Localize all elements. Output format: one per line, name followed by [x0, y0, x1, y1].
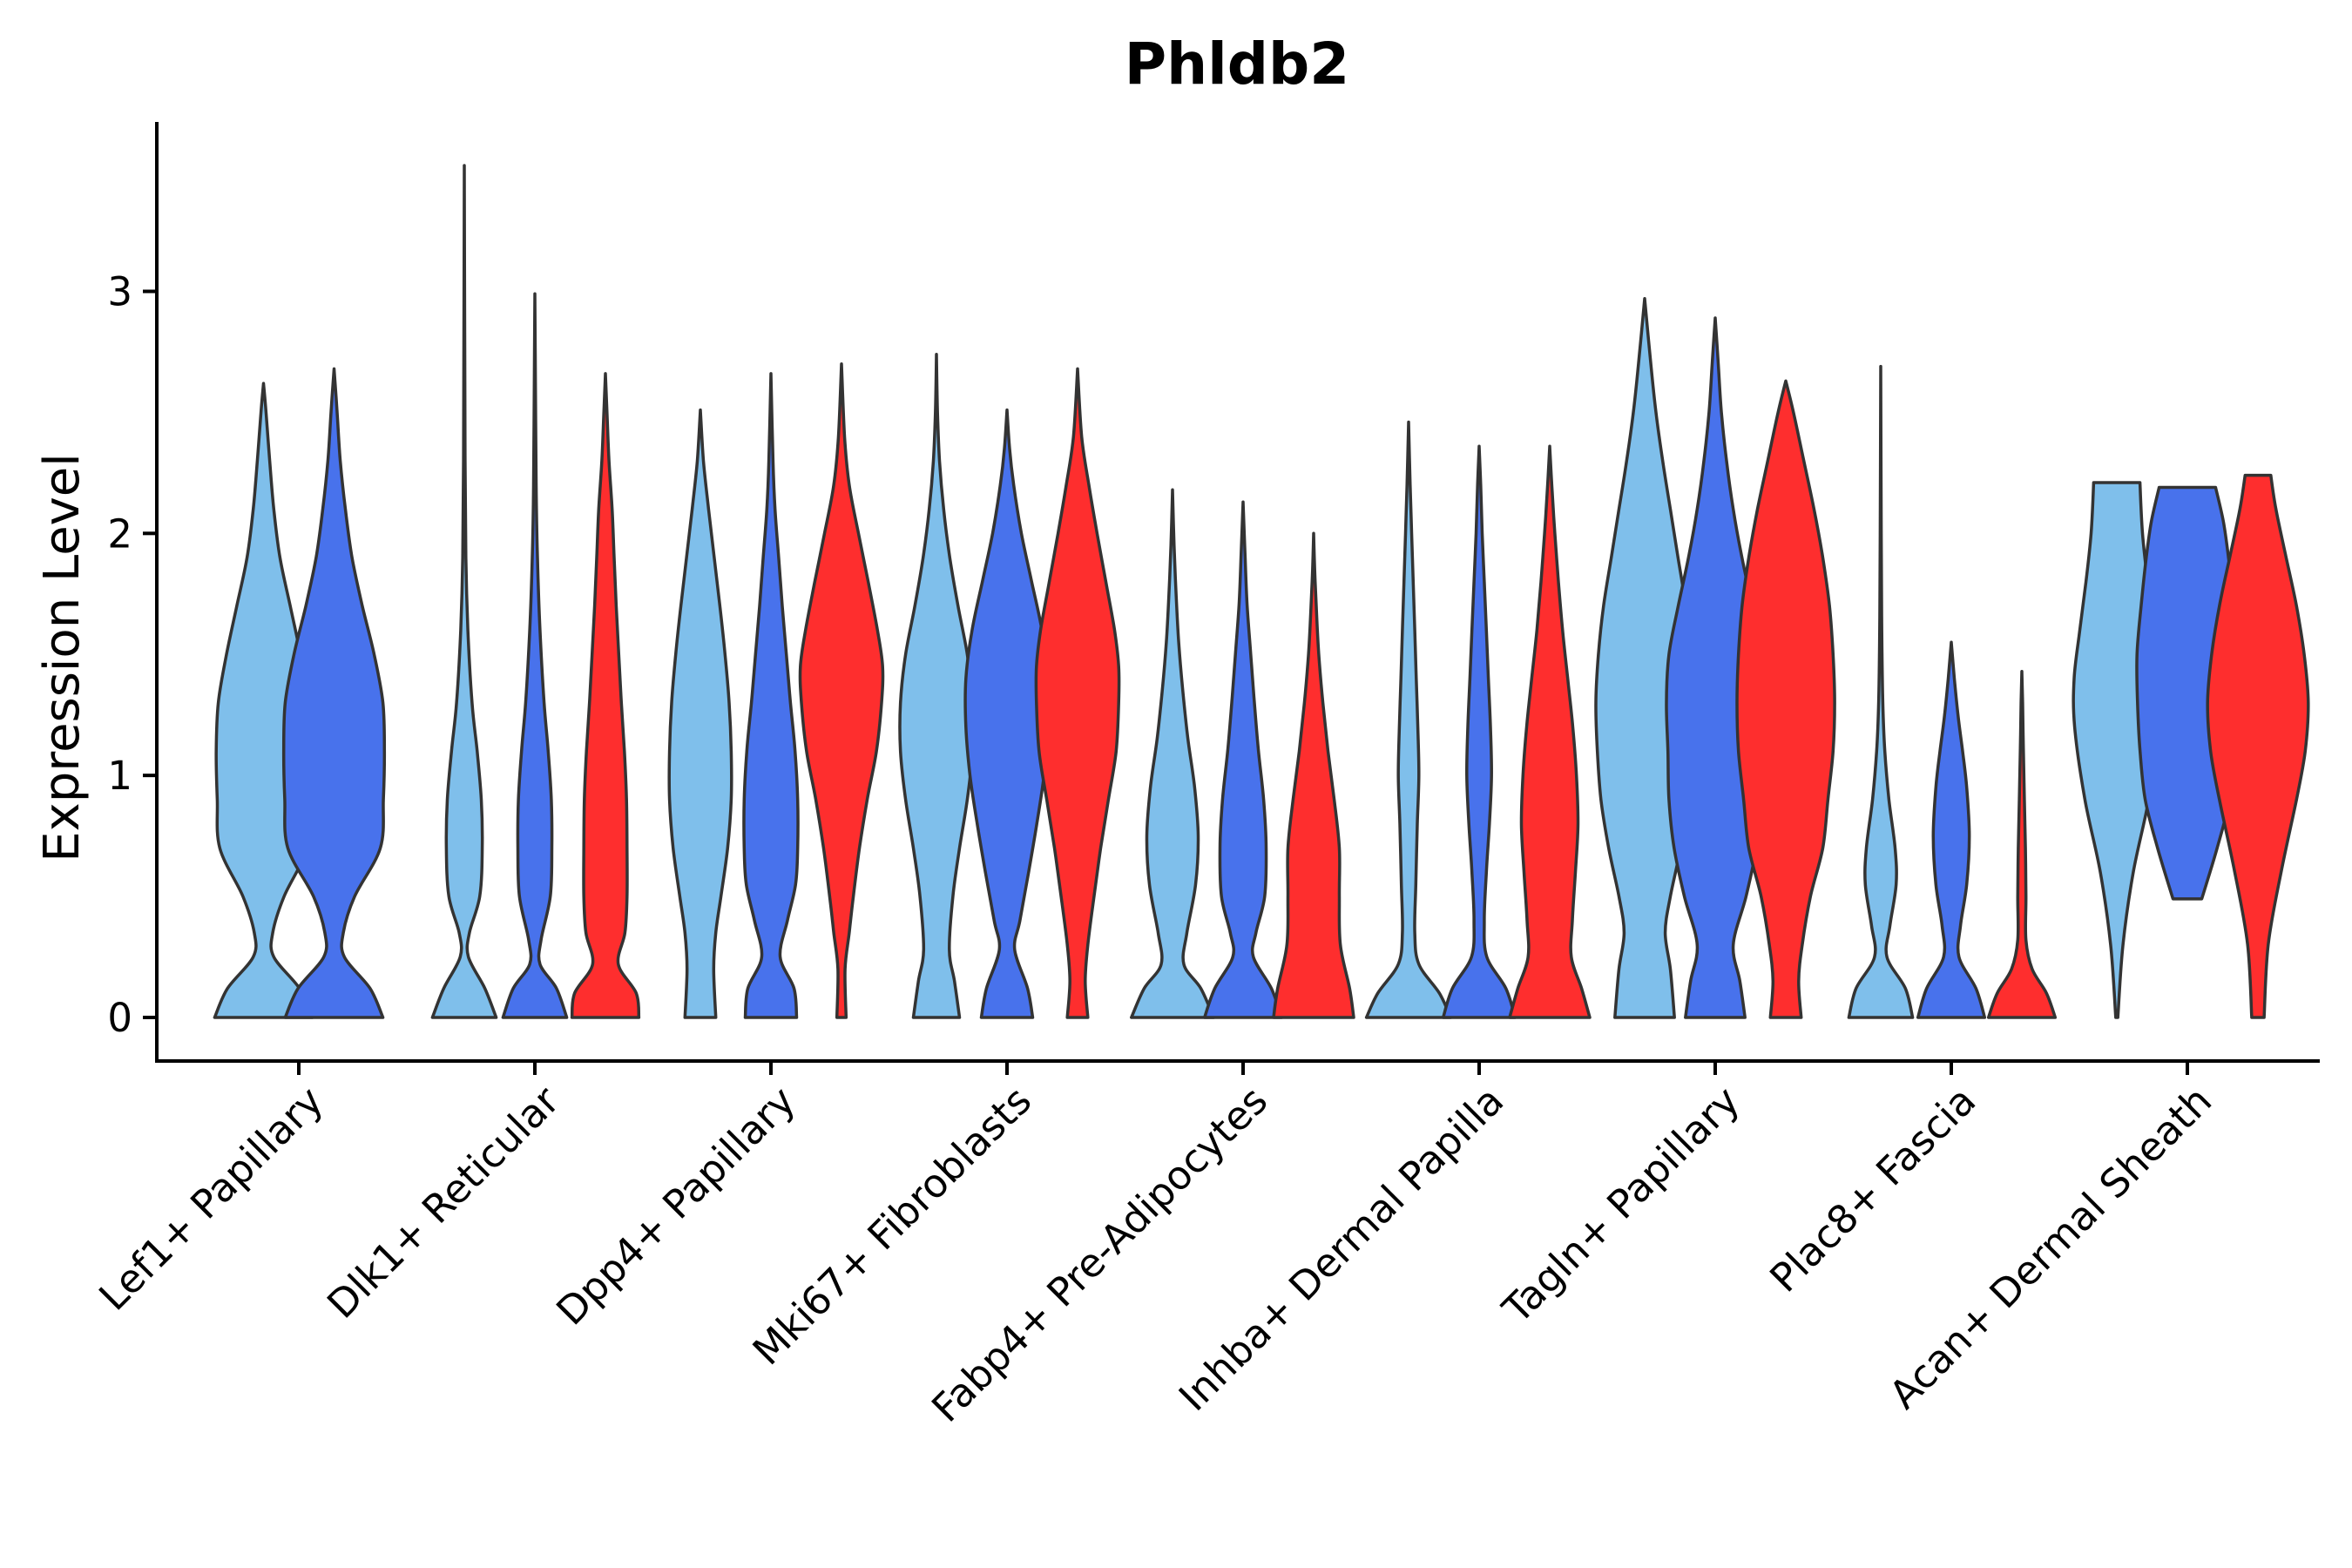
violin-6-3	[1508, 444, 1592, 1019]
violin-9-3	[2206, 473, 2310, 1019]
violin-4-3	[1034, 367, 1121, 1019]
chart-title: Phldb2	[1125, 30, 1349, 98]
x-tick-label: Plac8+ Fascia	[1761, 1078, 1984, 1301]
x-tick-label: Lef1+ Papillary	[90, 1078, 332, 1320]
violin-4-2	[963, 408, 1051, 1019]
x-tick-label: Tagln+ Papillary	[1493, 1078, 1748, 1333]
violin-1-2	[281, 367, 387, 1019]
violin-5-1	[1130, 488, 1215, 1019]
violin-4-1	[898, 352, 975, 1019]
x-tick-label: Dlk1+ Reticular	[318, 1077, 568, 1327]
y-tick-label: 0	[107, 995, 132, 1041]
violin-6-2	[1441, 444, 1517, 1019]
violin-8-3	[1986, 669, 2058, 1019]
x-tick-label: Dpp4+ Papillary	[547, 1078, 804, 1335]
violin-3-3	[798, 362, 885, 1019]
y-axis-ticks: 0 1 2 3	[107, 268, 157, 1041]
violin-3-2	[742, 372, 800, 1019]
violin-7-3	[1735, 379, 1836, 1019]
violin-2-1	[430, 164, 498, 1019]
violin-8-1	[1847, 364, 1915, 1019]
violin-9-1	[2072, 481, 2162, 1019]
violin-8-2	[1916, 640, 1987, 1019]
violin-5-3	[1272, 531, 1355, 1019]
violin-3-1	[667, 408, 733, 1019]
y-axis-label: Expression Level	[34, 453, 91, 862]
violin-2-3	[570, 372, 641, 1019]
violin-group	[213, 164, 2310, 1019]
y-tick-label: 3	[107, 268, 132, 314]
y-tick-label: 1	[107, 753, 132, 799]
violin-6-1	[1364, 420, 1453, 1019]
violin-5-2	[1203, 500, 1284, 1019]
violin-2-2	[501, 292, 569, 1019]
y-tick-label: 2	[107, 510, 132, 557]
